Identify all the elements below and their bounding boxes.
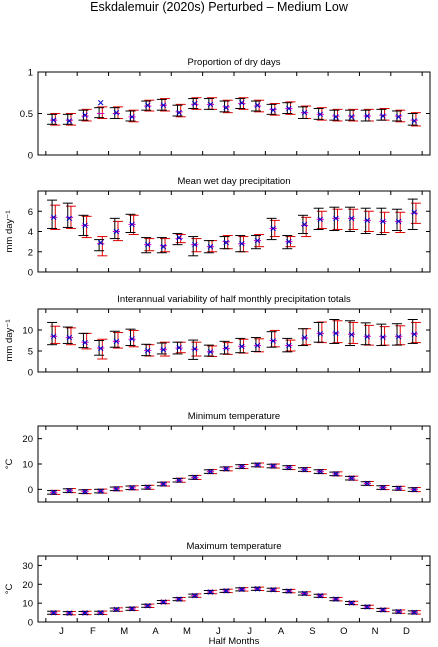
x-axis-label: Half Months [209, 636, 260, 647]
y-tick-label: 10 [22, 326, 33, 337]
y-tick-label: 10 [22, 599, 33, 610]
y-tick-label: 0 [28, 368, 33, 379]
month-label: A [278, 626, 285, 637]
month-label: A [152, 626, 159, 637]
panel-title: Interannual variability of half monthly … [117, 294, 351, 305]
panel-title: Minimum temperature [188, 411, 280, 422]
month-label: D [403, 626, 410, 637]
plot-area [38, 426, 430, 502]
month-label: O [340, 626, 347, 637]
month-label: M [120, 626, 128, 637]
y-tick-label: 5 [28, 347, 33, 358]
y-tick-label: 0.5 [20, 109, 33, 120]
y-axis-label: mm day⁻¹ [4, 211, 15, 253]
panel-title: Mean wet day precipitation [177, 176, 290, 187]
month-label: F [90, 626, 96, 637]
y-axis-label: mm day⁻¹ [4, 320, 15, 362]
panel-title: Maximum temperature [186, 541, 281, 552]
plot-area [38, 72, 430, 155]
y-tick-label: 4 [28, 227, 33, 238]
y-axis-label: °C [4, 584, 15, 595]
month-label: M [183, 626, 191, 637]
y-tick-label: 20 [22, 580, 33, 591]
y-tick-label: 1 [28, 68, 33, 79]
y-tick-label: 10 [22, 460, 33, 471]
y-tick-label: 0 [28, 268, 33, 279]
y-tick-label: 30 [22, 561, 33, 572]
y-tick-label: 2 [28, 247, 33, 258]
y-tick-label: 20 [22, 434, 33, 445]
y-tick-label: 0 [28, 618, 33, 629]
y-tick-label: 0 [28, 485, 33, 496]
month-label: S [309, 626, 315, 637]
y-axis-label: °C [4, 459, 15, 470]
y-tick-label: 6 [28, 207, 33, 218]
month-label: J [59, 626, 64, 637]
panel-title: Proportion of dry days [188, 57, 281, 68]
plot-area [38, 556, 430, 622]
month-label: N [372, 626, 379, 637]
y-tick-label: 0 [28, 151, 33, 162]
